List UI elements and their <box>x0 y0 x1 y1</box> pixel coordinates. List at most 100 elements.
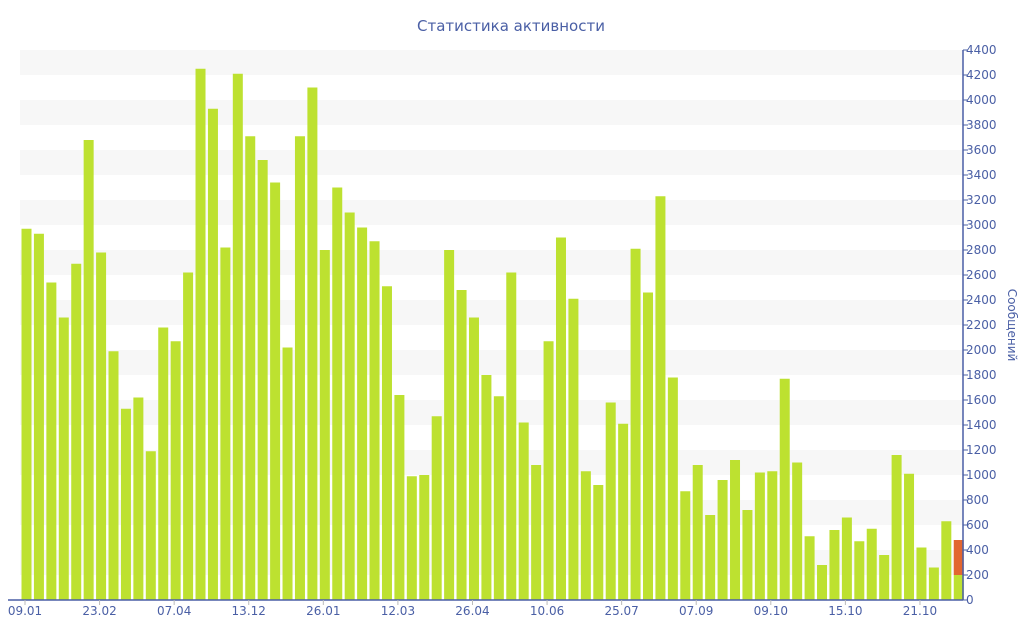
bar-primary <box>444 250 455 600</box>
y-tick-label: 3200 <box>966 193 997 207</box>
y-tick-label: 2400 <box>966 293 997 307</box>
y-tick-label: 0 <box>966 593 974 607</box>
bar-primary <box>307 87 318 600</box>
grid-band <box>20 200 963 225</box>
x-tick-label: 07.09 <box>679 604 713 618</box>
x-tick-label: 07.04 <box>157 604 191 618</box>
bar-primary <box>96 252 107 600</box>
bar-primary <box>46 282 57 600</box>
bar-primary <box>220 247 231 600</box>
y-tick-label: 800 <box>966 493 989 507</box>
bar-primary <box>71 263 82 600</box>
bar-primary <box>866 528 877 600</box>
x-tick-label: 10.06 <box>530 604 564 618</box>
bar-primary <box>941 521 952 600</box>
chart-title: Статистика активности <box>417 17 605 35</box>
bar-primary <box>493 396 504 600</box>
bar-primary <box>618 423 629 600</box>
y-tick-label: 1000 <box>966 468 997 482</box>
x-tick-label: 09.01 <box>8 604 42 618</box>
y-tick-label: 2000 <box>966 343 997 357</box>
bar-primary <box>555 237 566 600</box>
grid-band <box>20 150 963 175</box>
x-tick-label: 23.02 <box>82 604 116 618</box>
y-tick-label: 4400 <box>966 43 997 57</box>
bar-primary <box>406 476 417 600</box>
bar-primary <box>841 517 852 600</box>
y-tick-label: 4200 <box>966 68 997 82</box>
bar-primary <box>531 465 542 600</box>
bar-primary <box>692 465 703 600</box>
bar-primary <box>270 182 281 600</box>
y-tick-label: 2600 <box>966 268 997 282</box>
y-tick-label: 1600 <box>966 393 997 407</box>
bar-primary <box>481 375 492 600</box>
x-tick-label: 15.10 <box>828 604 862 618</box>
bar-primary <box>170 341 181 600</box>
bar-primary <box>133 397 144 600</box>
bar-primary <box>630 248 641 600</box>
bar-primary <box>953 575 964 600</box>
bar-primary <box>468 317 479 600</box>
bar-primary <box>605 402 616 600</box>
bar-primary <box>332 187 343 600</box>
bar-primary <box>344 212 355 600</box>
bar-primary <box>33 233 44 600</box>
y-tick-label: 1200 <box>966 443 997 457</box>
bar-primary <box>518 422 529 600</box>
bar-primary <box>891 455 902 600</box>
grid-band <box>20 250 963 275</box>
bar-primary <box>207 108 218 600</box>
bar-primary <box>767 471 778 600</box>
bar-primary <box>282 347 293 600</box>
grid-band <box>20 300 963 325</box>
x-tick-label: 12.03 <box>381 604 415 618</box>
bar-primary <box>543 341 554 600</box>
x-tick-label: 25.07 <box>604 604 638 618</box>
y-tick-label: 2800 <box>966 243 997 257</box>
bar-primary <box>655 196 666 600</box>
grid-band <box>20 100 963 125</box>
bar-primary <box>680 491 691 600</box>
x-tick-label: 26.04 <box>455 604 489 618</box>
bar-primary <box>381 286 392 600</box>
bar-primary <box>120 408 131 600</box>
bar-primary <box>829 530 840 600</box>
bar-primary <box>804 536 815 600</box>
y-tick-label: 1400 <box>966 418 997 432</box>
bar-primary <box>916 547 927 600</box>
x-tick-label: 13.12 <box>232 604 266 618</box>
bar-primary <box>369 241 380 600</box>
bar-primary <box>904 473 915 600</box>
bar-primary <box>456 290 467 600</box>
y-tick-label: 3800 <box>966 118 997 132</box>
bar-primary <box>183 272 194 600</box>
bar-primary <box>232 73 243 600</box>
y-tick-label: 3000 <box>966 218 997 232</box>
y-tick-label: 3400 <box>966 168 997 182</box>
bar-primary <box>742 510 753 600</box>
bar-primary <box>21 228 32 600</box>
bar-primary <box>431 416 442 600</box>
bar-primary <box>730 460 741 600</box>
bar-primary <box>58 317 69 600</box>
bar-primary <box>394 395 405 600</box>
bar-primary <box>817 565 828 600</box>
bar-primary <box>245 136 256 600</box>
bar-primary <box>419 475 430 600</box>
y-tick-label: 2200 <box>966 318 997 332</box>
x-tick-label: 21.10 <box>903 604 937 618</box>
bar-primary <box>717 480 728 600</box>
bar-primary <box>593 485 604 600</box>
bar-primary <box>879 555 890 600</box>
bar-primary <box>705 515 716 600</box>
grid-band <box>20 50 963 75</box>
bar-primary <box>83 140 94 600</box>
y-tick-label: 1800 <box>966 368 997 382</box>
bar-primary <box>158 327 169 600</box>
bar-primary <box>294 136 305 600</box>
x-tick-label: 09.10 <box>754 604 788 618</box>
bar-primary <box>667 377 678 600</box>
bar-primary <box>792 462 803 600</box>
